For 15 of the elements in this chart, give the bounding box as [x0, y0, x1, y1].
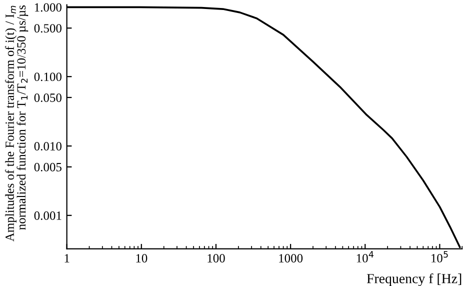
- x-tick-label: 1: [64, 254, 70, 262]
- x-tick-label: 10$^{4}$: [356, 251, 374, 262]
- y-tick-label: 1.000: [34, 3, 62, 12]
- x-tick-label: 1000: [279, 254, 303, 262]
- x-axis-title: Frequency f [Hz]: [366, 273, 462, 286]
- y-tick-label: 0.100: [34, 72, 62, 82]
- x-tick-label: 10$^{5}$: [431, 251, 448, 262]
- y-tick-label: 0.500: [34, 24, 62, 33]
- y-tick-label: 0.050: [34, 94, 62, 102]
- x-tick-label: 10: [136, 254, 148, 262]
- y-tick-label: 0.001: [34, 211, 62, 220]
- text: Amplitudes of the Fourier transform of i(t) / I$_{m}$ normalized function for T$_{1}$/T$_{2}$=10/350 µs/µs: [5, 5, 28, 242]
- x-tick-label: 100: [208, 254, 225, 262]
- y-tick-label: 0.010: [34, 142, 62, 151]
- y-tick-label: 0.005: [34, 162, 62, 172]
